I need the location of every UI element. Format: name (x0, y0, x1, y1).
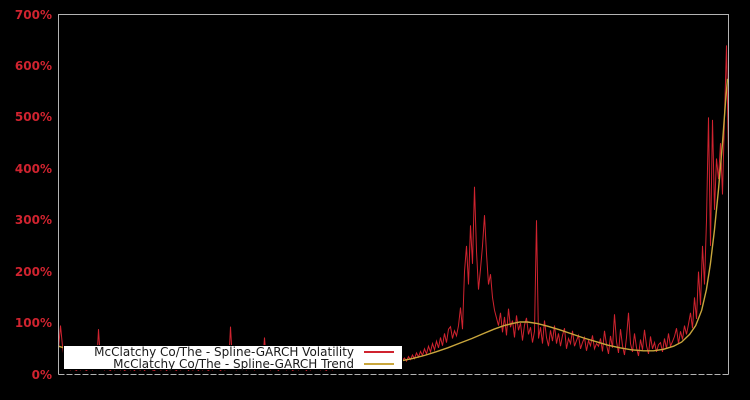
plot-border (58, 14, 729, 375)
legend-line-sample-trend (364, 362, 394, 365)
legend-label-volatility: McClatchy Co/The - Spline-GARCH Volatili… (94, 344, 354, 359)
y-axis-tick-label: 700% (14, 7, 52, 22)
y-axis-tick-label: 200% (14, 264, 52, 279)
legend-row-volatility: McClatchy Co/The - Spline-GARCH Volatili… (64, 344, 402, 359)
y-axis-tick-label: 300% (14, 213, 52, 228)
legend-row-trend: McClatchy Co/The - Spline-GARCH Trend (64, 356, 402, 371)
y-axis-tick-label: 100% (14, 316, 52, 331)
volatility-line (58, 45, 729, 372)
y-axis-tick-label: 600% (14, 58, 52, 73)
trend-line (58, 78, 729, 368)
legend: McClatchy Co/The - Spline-GARCH Volatili… (63, 344, 403, 371)
legend-line-sample-volatility (364, 350, 394, 353)
y-axis-tick-label: 500% (14, 110, 52, 125)
y-axis-tick-label: 0% (31, 367, 52, 382)
legend-label-trend: McClatchy Co/The - Spline-GARCH Trend (113, 356, 354, 371)
y-axis-tick-label: 400% (14, 161, 52, 176)
